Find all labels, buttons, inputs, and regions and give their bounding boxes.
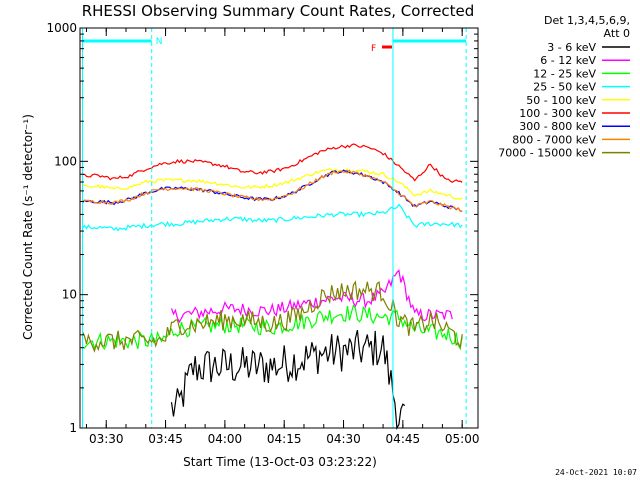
x-tick-label: 04:15 xyxy=(267,432,302,446)
legend-header-line-1: Det 1,3,4,5,6,9, xyxy=(544,14,630,27)
legend-label-3: 25 - 50 keV xyxy=(533,81,596,94)
flare-marker-label: F xyxy=(371,44,376,54)
series-line-7 xyxy=(82,169,463,212)
marker-layer: NF xyxy=(82,28,467,428)
legend-label-7: 800 - 7000 keV xyxy=(512,133,596,146)
legend-header: Det 1,3,4,5,6,9, Att 0 xyxy=(544,14,630,40)
y-tick-label: 100 xyxy=(54,154,77,168)
series-layer xyxy=(81,143,463,430)
series-line-0 xyxy=(170,329,406,430)
legend-header-line-2: Att 0 xyxy=(604,27,630,40)
series-line-4 xyxy=(82,168,463,201)
legend-label-5: 100 - 300 keV xyxy=(519,107,596,120)
series-line-2 xyxy=(82,304,463,351)
legend-label-2: 12 - 25 keV xyxy=(533,67,596,80)
series-line-6 xyxy=(82,169,463,212)
date-stamp: 24-Oct-2021 10:07 xyxy=(555,468,637,477)
series-line-8 xyxy=(81,280,463,353)
legend-label-0: 3 - 6 keV xyxy=(547,41,596,54)
legend-label-1: 6 - 12 keV xyxy=(540,54,596,67)
plot-frame xyxy=(79,27,479,429)
series-line-5 xyxy=(82,143,463,184)
x-tick-label: 05:00 xyxy=(445,432,480,446)
y-tick-label: 10 xyxy=(62,288,77,302)
series-line-1 xyxy=(170,269,453,324)
legend-label-6: 300 - 800 keV xyxy=(519,120,596,133)
y-tick-label: 1 xyxy=(69,421,77,435)
x-tick-label: 04:45 xyxy=(386,432,421,446)
x-tick-label: 04:30 xyxy=(326,432,361,446)
chart-title: RHESSI Observing Summary Count Rates, Co… xyxy=(82,2,475,20)
y-tick-label: 1000 xyxy=(46,21,77,35)
night-marker-label: N xyxy=(156,37,163,47)
y-axis-label: Corrected Count Rate (s⁻¹ detector⁻¹) xyxy=(21,114,35,340)
axis-layer: 1 10 100 1000 03:30 03:45 04:00 04:15 04:30 04:45… xyxy=(46,21,479,446)
x-tick-label: 03:30 xyxy=(89,432,124,446)
x-axis-label: Start Time (13-Oct-03 03:23:22) xyxy=(183,455,377,469)
series-line-3 xyxy=(82,203,463,232)
x-tick-label: 03:45 xyxy=(148,432,183,446)
legend-label-8: 7000 - 15000 keV xyxy=(498,147,596,160)
legend-label-4: 50 - 100 keV xyxy=(526,94,596,107)
x-tick-label: 04:00 xyxy=(208,432,243,446)
